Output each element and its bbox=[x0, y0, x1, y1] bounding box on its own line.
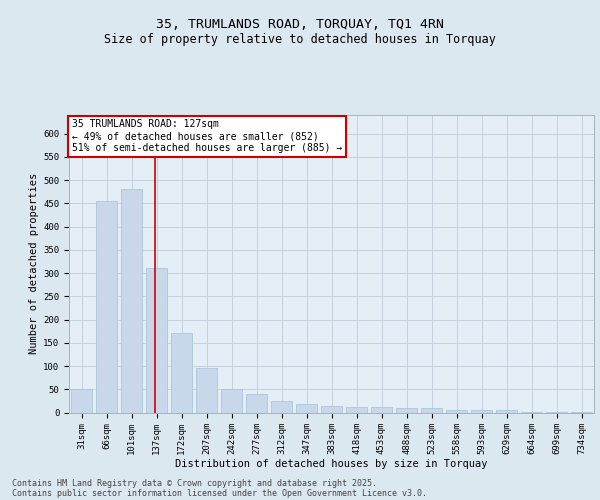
Bar bbox=[246, 394, 267, 412]
Text: Contains HM Land Registry data © Crown copyright and database right 2025.: Contains HM Land Registry data © Crown c… bbox=[12, 478, 377, 488]
Text: 35 TRUMLANDS ROAD: 127sqm
← 49% of detached houses are smaller (852)
51% of semi: 35 TRUMLANDS ROAD: 127sqm ← 49% of detac… bbox=[71, 120, 342, 152]
Bar bbox=[321, 406, 342, 412]
Y-axis label: Number of detached properties: Number of detached properties bbox=[29, 173, 39, 354]
Bar bbox=[271, 401, 292, 412]
Bar bbox=[396, 408, 417, 412]
X-axis label: Distribution of detached houses by size in Torquay: Distribution of detached houses by size … bbox=[175, 458, 488, 468]
Bar bbox=[446, 410, 467, 412]
Bar bbox=[71, 390, 92, 412]
Bar bbox=[221, 390, 242, 412]
Text: Size of property relative to detached houses in Torquay: Size of property relative to detached ho… bbox=[104, 32, 496, 46]
Bar bbox=[296, 404, 317, 412]
Bar bbox=[471, 410, 492, 412]
Bar bbox=[196, 368, 217, 412]
Text: 35, TRUMLANDS ROAD, TORQUAY, TQ1 4RN: 35, TRUMLANDS ROAD, TORQUAY, TQ1 4RN bbox=[156, 18, 444, 30]
Bar bbox=[146, 268, 167, 412]
Bar bbox=[96, 201, 117, 412]
Bar bbox=[121, 190, 142, 412]
Text: Contains public sector information licensed under the Open Government Licence v3: Contains public sector information licen… bbox=[12, 488, 427, 498]
Bar bbox=[346, 407, 367, 412]
Bar bbox=[171, 334, 192, 412]
Bar bbox=[421, 408, 442, 412]
Bar bbox=[496, 410, 517, 412]
Bar bbox=[371, 407, 392, 412]
